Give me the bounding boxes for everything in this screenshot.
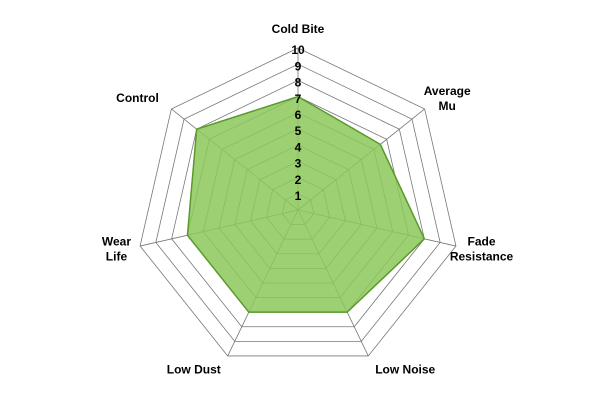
grid-ring	[155, 63, 441, 342]
grid-ring	[139, 47, 457, 357]
grid-ring	[171, 79, 425, 328]
axis-label: Low Noise	[375, 363, 435, 377]
tick-label: 2	[295, 173, 302, 187]
axis-label: Wear Life	[102, 235, 131, 264]
tick-label: 10	[291, 43, 305, 57]
tick-label: 4	[295, 140, 302, 154]
tick-label: 9	[295, 59, 302, 73]
data-area	[186, 95, 426, 313]
axis-label: Low Dust	[167, 363, 221, 377]
tick-label: 1	[295, 189, 302, 203]
tick-label: 5	[295, 124, 302, 138]
axis-label: Fade Resistance	[450, 235, 514, 264]
axis-label: Average Mu	[424, 84, 471, 113]
axis-label: Control	[116, 91, 159, 105]
axis-label: Cold Bite	[272, 22, 325, 36]
tick-label: 3	[295, 157, 302, 171]
tick-label: 7	[295, 92, 302, 106]
tick-label: 8	[295, 76, 302, 90]
tick-label: 6	[295, 108, 302, 122]
